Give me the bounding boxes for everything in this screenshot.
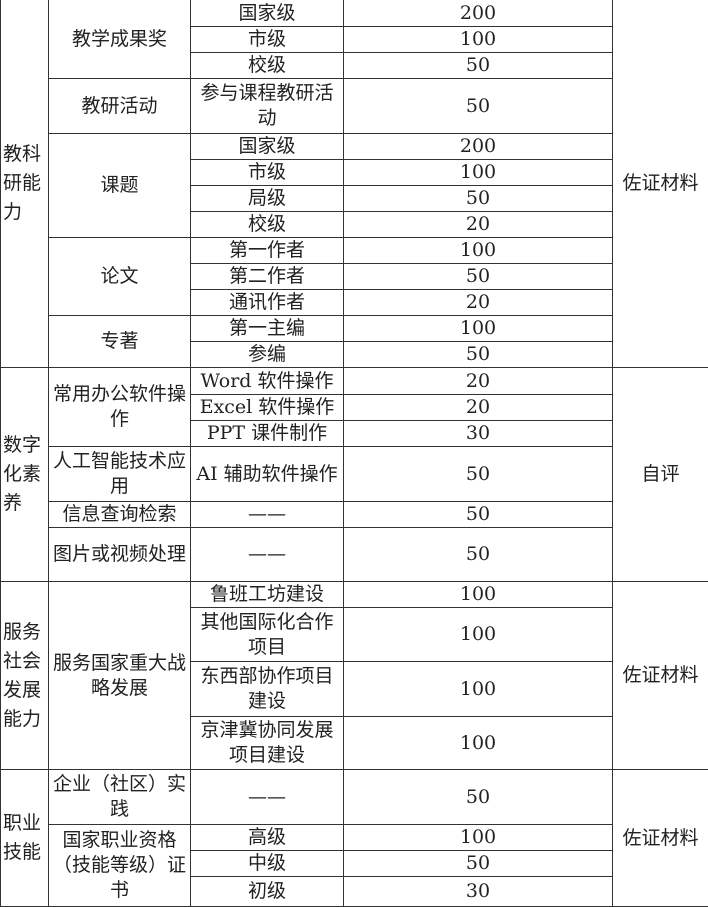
item-cell: 第一主编 (191, 316, 344, 342)
subcategory-cell: 教研活动 (49, 79, 191, 134)
item-cell: 参与课程教研活动 (191, 79, 344, 134)
score-cell: 100 (344, 27, 613, 53)
score-cell: 30 (344, 877, 613, 907)
score-cell: 100 (344, 316, 613, 342)
subcategory-cell: 教学成果奖 (49, 0, 191, 79)
item-cell: 初级 (191, 877, 344, 907)
item-cell: —— (191, 528, 344, 582)
score-cell: 100 (344, 717, 613, 770)
subcategory-cell: 企业（社区）实践 (49, 770, 191, 825)
item-cell: 第二作者 (191, 264, 344, 290)
item-cell: 参编 (191, 342, 344, 368)
evidence-cell: 佐证材料 (613, 770, 708, 907)
table-row: 信息查询检索——50 (1, 502, 708, 528)
score-cell: 50 (344, 53, 613, 79)
score-cell: 30 (344, 421, 613, 447)
item-cell: 高级 (191, 825, 344, 851)
evidence-cell: 佐证材料 (613, 0, 708, 368)
item-cell: 其他国际化合作项目 (191, 608, 344, 662)
score-cell: 50 (344, 851, 613, 877)
score-cell: 50 (344, 264, 613, 290)
score-cell: 20 (344, 212, 613, 238)
score-cell: 100 (344, 662, 613, 717)
score-cell: 50 (344, 447, 613, 502)
score-cell: 50 (344, 342, 613, 368)
table-row: 图片或视频处理——50 (1, 528, 708, 582)
item-cell: 鲁班工坊建设 (191, 582, 344, 608)
score-cell: 50 (344, 186, 613, 212)
score-cell: 200 (344, 0, 613, 27)
item-cell: 京津冀协同发展项目建设 (191, 717, 344, 770)
item-cell: 校级 (191, 53, 344, 79)
item-cell: 中级 (191, 851, 344, 877)
score-cell: 50 (344, 770, 613, 825)
evidence-cell: 自评 (613, 368, 708, 582)
subcategory-cell: 服务国家重大战略发展 (49, 582, 191, 770)
score-cell: 100 (344, 608, 613, 662)
item-cell: 市级 (191, 160, 344, 186)
item-cell: 第一作者 (191, 238, 344, 264)
item-cell: PPT 课件制作 (191, 421, 344, 447)
score-cell: 20 (344, 395, 613, 421)
subcategory-cell: 常用办公软件操作 (49, 368, 191, 447)
subcategory-cell: 国家职业资格（技能等级）证书 (49, 825, 191, 907)
score-cell: 20 (344, 290, 613, 316)
subcategory-cell: 论文 (49, 238, 191, 316)
category-cell: 数字化素养 (1, 368, 49, 582)
item-cell: Word 软件操作 (191, 368, 344, 395)
item-cell: 通讯作者 (191, 290, 344, 316)
category-cell: 教科研能力 (1, 0, 49, 368)
item-cell: 市级 (191, 27, 344, 53)
score-cell: 50 (344, 79, 613, 134)
category-cell: 服务社会发展能力 (1, 582, 49, 770)
score-cell: 100 (344, 582, 613, 608)
score-cell: 50 (344, 502, 613, 528)
item-cell: 东西部协作项目建设 (191, 662, 344, 717)
category-cell: 职业技能 (1, 770, 49, 907)
subcategory-cell: 课题 (49, 134, 191, 238)
item-cell: 局级 (191, 186, 344, 212)
subcategory-cell: 人工智能技术应用 (49, 447, 191, 502)
subcategory-cell: 图片或视频处理 (49, 528, 191, 582)
score-cell: 20 (344, 368, 613, 395)
item-cell: 国家级 (191, 134, 344, 160)
item-cell: 国家级 (191, 0, 344, 27)
score-cell: 50 (344, 528, 613, 582)
subcategory-cell: 信息查询检索 (49, 502, 191, 528)
subcategory-cell: 专著 (49, 316, 191, 368)
item-cell: 校级 (191, 212, 344, 238)
score-cell: 100 (344, 238, 613, 264)
score-cell: 100 (344, 825, 613, 851)
item-cell: AI 辅助软件操作 (191, 447, 344, 502)
score-cell: 200 (344, 134, 613, 160)
item-cell: —— (191, 770, 344, 825)
item-cell: Excel 软件操作 (191, 395, 344, 421)
item-cell: —— (191, 502, 344, 528)
evidence-cell: 佐证材料 (613, 582, 708, 770)
score-cell: 100 (344, 160, 613, 186)
